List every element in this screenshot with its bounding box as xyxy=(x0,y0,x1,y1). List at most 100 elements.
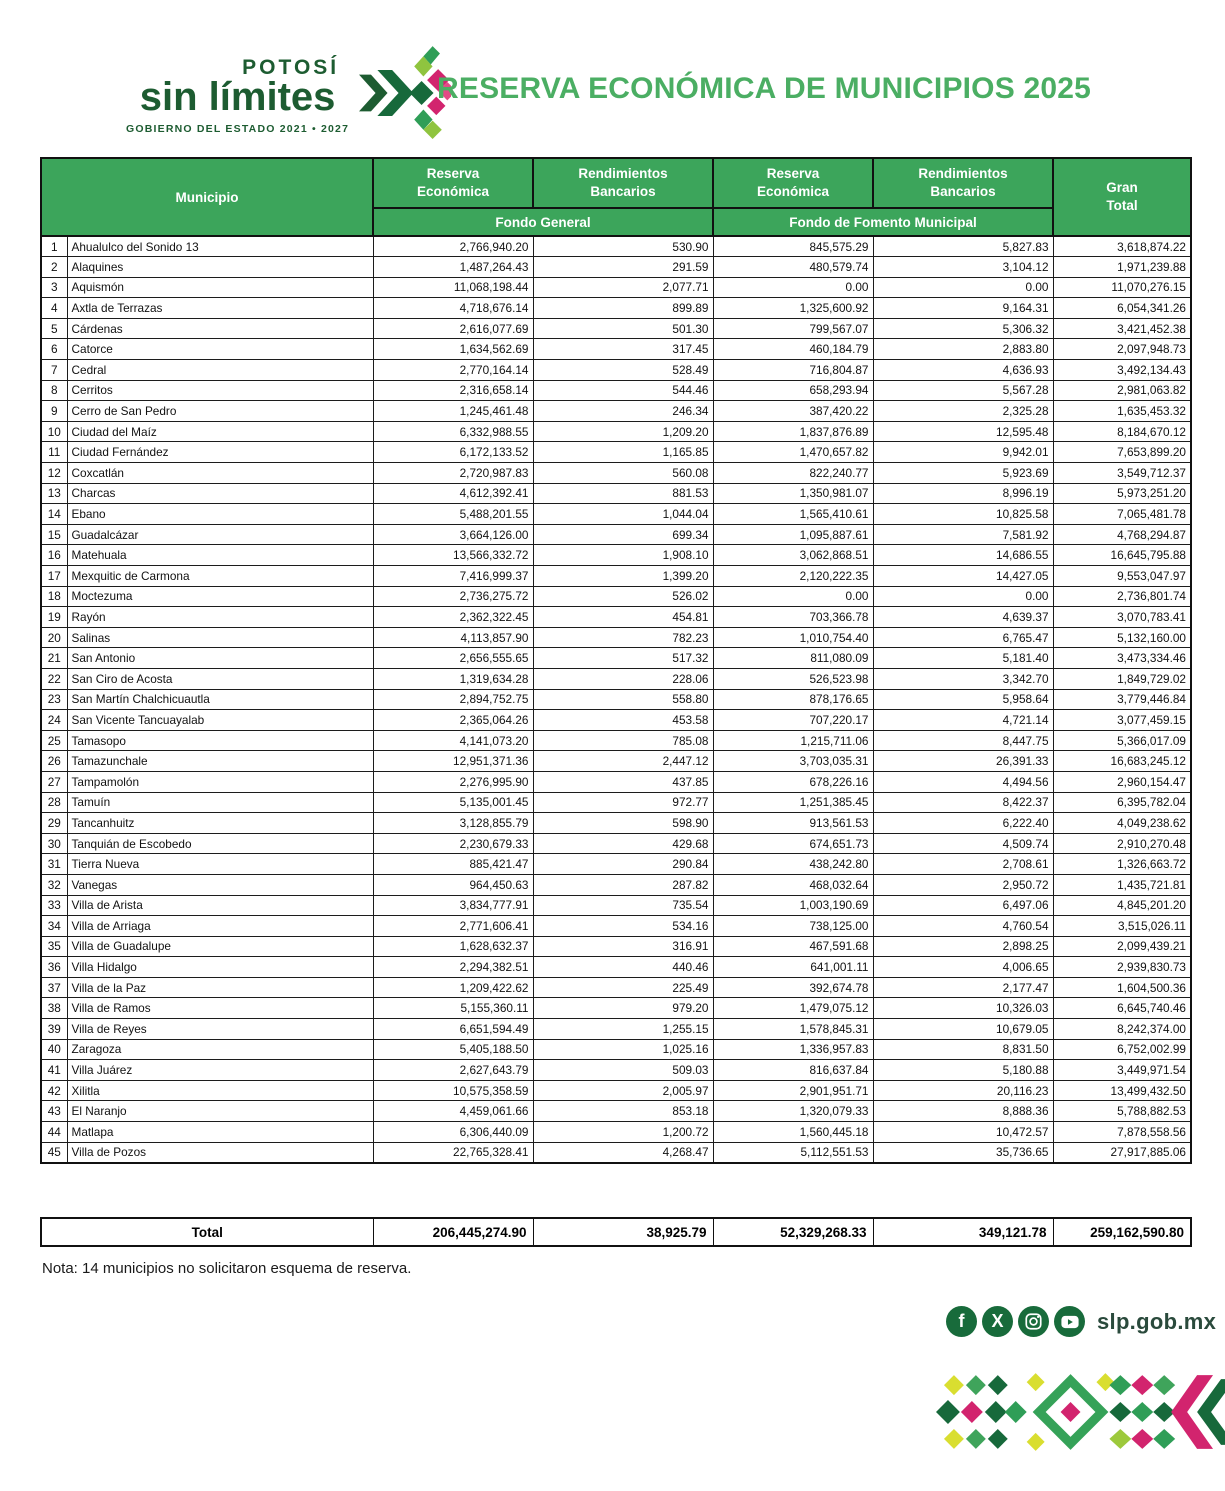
ffm-rendimientos-cell: 4,636.93 xyxy=(872,359,1054,381)
fg-rendimientos-cell: 699.34 xyxy=(532,523,714,546)
ffm-reserva-cell: 2,120,222.35 xyxy=(712,565,874,587)
header-reserva-ffm: Reserva Económica xyxy=(712,157,874,209)
gran-total-cell: 3,515,026.11 xyxy=(1052,915,1192,937)
ffm-reserva-cell: 460,184.79 xyxy=(712,338,874,361)
table-row: 20 Salinas 4,113,857.90 782.23 1,010,754.40 6… xyxy=(40,626,1192,649)
ffm-reserva-cell: 1,215,711.06 xyxy=(712,729,874,752)
ffm-rendimientos-cell: 6,497.06 xyxy=(872,894,1054,917)
municipio-name: Ahualulco del Sonido 13 xyxy=(66,235,374,258)
table-row: 8 Cerritos 2,316,658.14 544.46 658,293.94 5,5… xyxy=(40,379,1192,402)
table-row: 36 Villa Hidalgo 2,294,382.51 440.46 641,001… xyxy=(40,956,1192,978)
ffm-reserva-cell: 1,350,981.07 xyxy=(712,482,874,505)
facebook-icon: f xyxy=(946,1306,977,1337)
fg-rendimientos-cell: 735.54 xyxy=(532,894,714,917)
table-row: 3 Aquismón 11,068,198.44 2,077.71 0.00 0.00 11… xyxy=(40,276,1192,299)
row-number: 21 xyxy=(40,647,68,669)
ffm-rendimientos-cell: 10,679.05 xyxy=(872,1018,1054,1040)
row-number: 10 xyxy=(40,420,68,443)
ffm-reserva-cell: 641,001.11 xyxy=(712,956,874,978)
municipio-name: San Martín Chalchicuautla xyxy=(66,688,374,711)
fg-reserva-cell: 1,319,634.28 xyxy=(372,667,534,690)
municipio-name: Ciudad Fernández xyxy=(66,441,374,464)
row-number: 45 xyxy=(40,1141,68,1164)
ffm-rendimientos-cell: 35,736.65 xyxy=(872,1141,1054,1164)
table-row: 9 Cerro de San Pedro 1,245,461.48 246.34 387… xyxy=(40,400,1192,422)
ffm-reserva-cell: 1,095,887.61 xyxy=(712,523,874,546)
gran-total-cell: 6,645,740.46 xyxy=(1052,997,1192,1020)
row-number: 7 xyxy=(40,359,68,381)
municipio-name: Tamazunchale xyxy=(66,750,374,772)
ffm-rendimientos-cell: 8,422.37 xyxy=(872,791,1054,814)
row-number: 23 xyxy=(40,688,68,711)
page-title: RESERVA ECONÓMICA DE MUNICIPIOS 2025 xyxy=(437,72,1092,105)
ffm-reserva-cell: 878,176.65 xyxy=(712,688,874,711)
government-logo: POTOSÍ sin límites GOBIERNO DEL ESTADO 2… xyxy=(126,44,457,147)
ffm-rendimientos-cell: 8,888.36 xyxy=(872,1100,1054,1123)
gran-total-cell: 7,653,899.20 xyxy=(1052,441,1192,464)
ffm-rendimientos-cell: 0.00 xyxy=(872,585,1054,608)
row-number: 5 xyxy=(40,317,68,340)
municipio-name: Villa de Guadalupe xyxy=(66,935,374,958)
ffm-rendimientos-cell: 9,164.31 xyxy=(872,297,1054,319)
fg-reserva-cell: 6,306,440.09 xyxy=(372,1121,534,1143)
ffm-rendimientos-cell: 5,567.28 xyxy=(872,379,1054,402)
header-reserva-fg: Reserva Económica xyxy=(372,157,534,209)
gran-total-cell: 2,981,063.82 xyxy=(1052,379,1192,402)
gran-total-cell: 6,054,341.26 xyxy=(1052,297,1192,319)
table-row: 28 Tamuín 5,135,001.45 972.77 1,251,385.45 8,… xyxy=(40,791,1192,814)
table-row: 32 Vanegas 964,450.63 287.82 468,032.64 2,950… xyxy=(40,873,1192,896)
fg-reserva-cell: 2,616,077.69 xyxy=(372,317,534,340)
fg-reserva-cell: 964,450.63 xyxy=(372,873,534,896)
fg-rendimientos-cell: 785.08 xyxy=(532,729,714,752)
table-row: 31 Tierra Nueva 885,421.47 290.84 438,242.80… xyxy=(40,853,1192,875)
total-ffm-rendimientos: 349,121.78 xyxy=(872,1217,1054,1247)
table-row: 23 San Martín Chalchicuautla 2,894,752.75 5… xyxy=(40,688,1192,711)
fg-rendimientos-cell: 509.03 xyxy=(532,1059,714,1081)
row-number: 35 xyxy=(40,935,68,958)
total-row: Total 206,445,274.90 38,925.79 52,329,26… xyxy=(40,1217,1192,1247)
fg-reserva-cell: 2,720,987.83 xyxy=(372,462,534,484)
ffm-rendimientos-cell: 2,898.25 xyxy=(872,935,1054,958)
ffm-reserva-cell: 467,591.68 xyxy=(712,935,874,958)
table-row: 24 San Vicente Tancuayalab 2,365,064.26 453… xyxy=(40,709,1192,731)
row-number: 2 xyxy=(40,256,68,278)
ffm-reserva-cell: 1,837,876.89 xyxy=(712,420,874,443)
row-number: 27 xyxy=(40,770,68,793)
header-gran-total: Gran Total xyxy=(1052,157,1192,237)
municipio-name: Mexquitic de Carmona xyxy=(66,565,374,587)
fg-reserva-cell: 4,113,857.90 xyxy=(372,626,534,649)
table-row: 43 El Naranjo 4,459,061.66 853.18 1,320,079.… xyxy=(40,1100,1192,1123)
fg-rendimientos-cell: 1,908.10 xyxy=(532,544,714,566)
table-row: 21 San Antonio 2,656,555.65 517.32 811,080.0… xyxy=(40,647,1192,669)
table-row: 14 Ebano 5,488,201.55 1,044.04 1,565,410.61 1… xyxy=(40,503,1192,525)
ffm-reserva-cell: 674,651.73 xyxy=(712,832,874,855)
ffm-rendimientos-cell: 4,721.14 xyxy=(872,709,1054,731)
municipio-name: Villa de Reyes xyxy=(66,1018,374,1040)
municipio-name: Villa Hidalgo xyxy=(66,956,374,978)
table-row: 1 Ahualulco del Sonido 13 2,766,940.20 530.… xyxy=(40,235,1192,258)
ffm-reserva-cell: 703,366.78 xyxy=(712,606,874,628)
row-number: 39 xyxy=(40,1018,68,1040)
fg-rendimientos-cell: 1,200.72 xyxy=(532,1121,714,1143)
gran-total-cell: 16,683,245.12 xyxy=(1052,750,1192,772)
ffm-rendimientos-cell: 14,427.05 xyxy=(872,565,1054,587)
logo-line-sin-limites: sin límites xyxy=(139,74,336,119)
municipio-name: Matehuala xyxy=(66,544,374,566)
fg-reserva-cell: 1,209,422.62 xyxy=(372,976,534,999)
ffm-reserva-cell: 0.00 xyxy=(712,276,874,299)
ffm-reserva-cell: 3,062,868.51 xyxy=(712,544,874,566)
fg-reserva-cell: 22,765,328.41 xyxy=(372,1141,534,1164)
ffm-reserva-cell: 738,125.00 xyxy=(712,915,874,937)
ffm-rendimientos-cell: 10,472.57 xyxy=(872,1121,1054,1143)
row-number: 13 xyxy=(40,482,68,505)
fg-rendimientos-cell: 972.77 xyxy=(532,791,714,814)
ffm-rendimientos-cell: 4,509.74 xyxy=(872,832,1054,855)
total-ffm-reserva: 52,329,268.33 xyxy=(712,1217,874,1247)
row-number: 25 xyxy=(40,729,68,752)
total-row-box: Total 206,445,274.90 38,925.79 52,329,26… xyxy=(40,1217,1192,1247)
ffm-reserva-cell: 1,470,657.82 xyxy=(712,441,874,464)
fg-rendimientos-cell: 530.90 xyxy=(532,235,714,258)
fg-reserva-cell: 6,651,594.49 xyxy=(372,1018,534,1040)
row-number: 1 xyxy=(40,235,68,258)
row-number: 17 xyxy=(40,565,68,587)
